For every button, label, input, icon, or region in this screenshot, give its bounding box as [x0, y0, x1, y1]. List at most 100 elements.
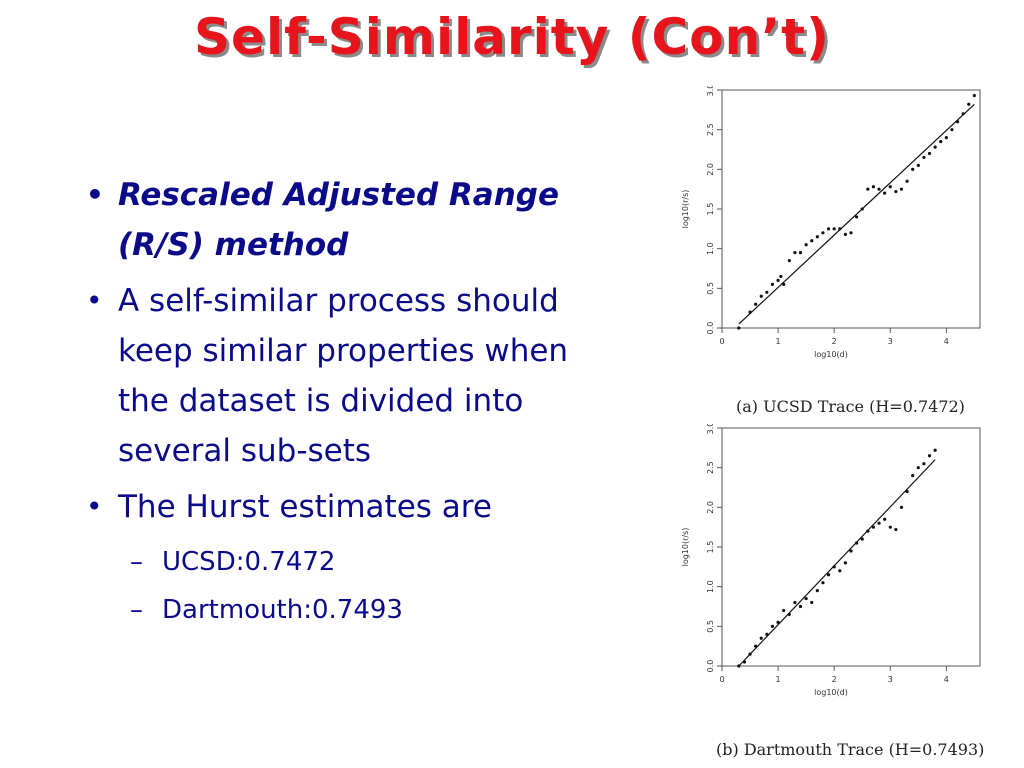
x-tick-label: 0	[719, 675, 724, 684]
plot-frame	[721, 89, 981, 329]
data-point	[742, 660, 747, 664]
data-point	[815, 235, 819, 239]
data-point	[922, 155, 926, 160]
y-tick-label: 1.0	[706, 242, 715, 255]
data-point	[894, 189, 898, 194]
bullet-dot-icon: •	[86, 178, 104, 211]
data-point	[798, 604, 803, 609]
data-point	[759, 636, 763, 640]
y-tick-label: 1.0	[706, 580, 715, 593]
data-point	[737, 326, 741, 330]
data-point	[776, 620, 780, 624]
data-point	[838, 227, 842, 231]
bullet-rs-method: • Rescaled Adjusted Range (R/S) method	[80, 170, 600, 270]
y-tick-label: 0.5	[706, 282, 715, 295]
y-tick-label: 0.0	[706, 660, 715, 673]
chart-ucsd-svg: 0 1 2 3 4 0.0 0.5 1.0 1.5 2.0 2.5 3.0 log10(d) log10(…	[681, 84, 981, 359]
y-tick-label: 2.0	[706, 163, 715, 176]
data-point	[911, 167, 915, 171]
chart-dartmouth: 0 1 2 3 4 0.0 0.5 1.0 1.5 2.0 2.5 3.0 log10(d) log10(…	[676, 422, 986, 718]
y-tick-label: 0.5	[706, 620, 715, 633]
y-axis-label: log10(r/s)	[681, 190, 690, 229]
y-tick-label: 2.5	[706, 461, 715, 474]
data-point	[866, 529, 870, 533]
data-point	[933, 145, 937, 149]
sub-bullet-ucsd: – UCSD:0.7472	[80, 538, 600, 586]
data-point	[888, 525, 892, 529]
data-point	[787, 612, 791, 617]
data-point	[826, 227, 831, 231]
data-point	[967, 102, 971, 106]
x-tick-label: 3	[888, 337, 893, 346]
x-tick-label: 0	[719, 337, 724, 346]
x-tick-label: 1	[776, 675, 781, 684]
data-point	[737, 664, 741, 668]
data-point	[821, 581, 825, 585]
data-point	[776, 278, 780, 282]
data-point	[899, 187, 904, 191]
y-axis-label: log10(r/s)	[681, 528, 690, 567]
data-point	[877, 187, 881, 191]
y-tick-label: 2.5	[706, 123, 715, 136]
sub-bullet-text: Dartmouth:0.7493	[162, 595, 403, 625]
data-point	[927, 151, 932, 156]
bullet-self-similar: • A self-similar process should keep sim…	[80, 276, 600, 476]
data-point	[782, 282, 786, 286]
data-point	[916, 163, 920, 167]
x-tick-label: 1	[776, 337, 781, 346]
data-point	[916, 466, 920, 470]
data-point	[754, 302, 758, 306]
data-point	[765, 290, 769, 294]
data-point	[933, 448, 937, 452]
dash-icon: –	[130, 547, 143, 577]
data-point	[843, 232, 847, 236]
data-point	[855, 215, 859, 219]
bullet-hurst: • The Hurst estimates are	[80, 482, 600, 532]
data-point	[871, 525, 876, 529]
x-tick-label: 2	[832, 337, 837, 346]
x-tick-label: 3	[888, 675, 893, 684]
data-point	[972, 93, 976, 98]
caption-ucsd: (a) UCSD Trace (H=0.7472)	[736, 397, 965, 416]
x-tick-label: 4	[944, 675, 949, 684]
data-point	[860, 207, 864, 211]
bullet-list: • Rescaled Adjusted Range (R/S) method •…	[80, 170, 600, 634]
data-point	[770, 624, 775, 628]
data-point	[765, 632, 769, 636]
data-point	[804, 243, 808, 247]
data-point	[961, 112, 965, 116]
data-point	[849, 231, 853, 235]
data-point	[754, 644, 758, 648]
slide-title: Self-Similarity (Con’t)	[194, 8, 830, 66]
data-point	[883, 191, 887, 195]
data-point	[860, 537, 864, 541]
data-point	[894, 527, 898, 532]
chart-dartmouth-svg: 0 1 2 3 4 0.0 0.5 1.0 1.5 2.0 2.5 3.0 log10(d) log10(…	[681, 422, 981, 697]
data-point	[888, 185, 892, 189]
data-point	[793, 251, 797, 255]
data-point	[821, 231, 825, 235]
x-tick-label: 2	[832, 675, 837, 684]
data-point	[748, 310, 752, 314]
data-point	[922, 462, 926, 466]
data-point	[843, 561, 847, 565]
y-tick-label: 3.0	[706, 86, 715, 96]
fit-line	[738, 103, 975, 325]
data-point	[832, 565, 836, 569]
y-tick-label: 3.0	[706, 424, 715, 434]
data-point	[883, 517, 887, 521]
data-point	[838, 569, 842, 573]
dash-icon: –	[130, 595, 143, 625]
bullet-text: Rescaled Adjusted Range (R/S) method	[118, 177, 560, 263]
bullet-dot-icon: •	[86, 490, 103, 523]
data-point	[815, 589, 819, 593]
x-axis-label: log10(d)	[814, 688, 848, 697]
y-tick-label: 1.5	[706, 203, 715, 216]
bullet-text: The Hurst estimates are	[118, 489, 492, 525]
caption-dartmouth: (b) Dartmouth Trace (H=0.7493)	[716, 740, 985, 759]
x-tick-label: 4	[944, 337, 949, 346]
data-point	[787, 258, 791, 263]
data-point	[849, 549, 853, 553]
data-point	[810, 239, 814, 243]
y-tick-label: 1.5	[706, 541, 715, 554]
